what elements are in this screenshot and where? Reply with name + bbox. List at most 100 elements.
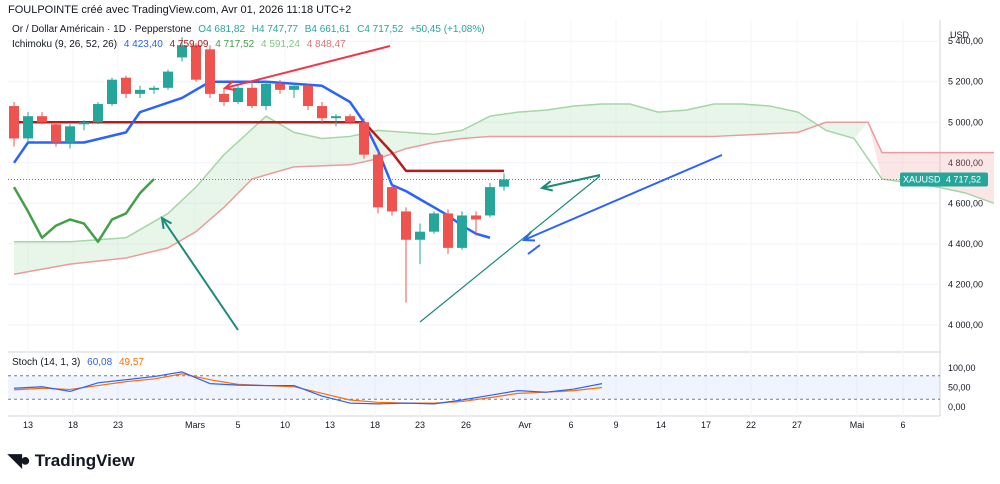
candle-body [65,126,75,143]
candle-body [191,45,201,80]
ichimoku-conversion-value: 4 423,40 [123,39,163,50]
trendline-lower [419,175,601,323]
time-tick-label: 13 [23,420,33,430]
ichimoku-span-b-line [13,121,994,275]
time-tick-label: 9 [613,420,618,430]
stoch-label: Stoch (14, 1, 3) [12,357,81,368]
candle [429,211,439,234]
candle-body [233,87,243,102]
ichimoku-label: Ichimoku (9, 26, 52, 26) [12,39,118,50]
brand-name: TradingView [34,450,135,470]
price-tick-label: 4 600,00 [948,198,983,208]
time-tick-label: 13 [325,420,335,430]
last-price-tag [900,172,988,187]
candle-body [37,116,47,123]
candle-body [149,87,159,90]
ohlc-close: C4 717,52 [357,24,404,35]
candle-body [177,45,187,58]
candle [219,87,229,107]
ichimoku-span-a-value: 4 591,24 [261,39,300,50]
candle [303,83,313,111]
price-tick-label: 5 000,00 [948,117,983,127]
price-tick-label: 4 200,00 [948,279,983,289]
candle-body [121,77,131,94]
time-tick-label: 23 [415,420,425,430]
candle-body [219,93,229,102]
stoch-d-line [13,373,603,404]
ichimoku-lagging-line [12,178,155,244]
ichimoku-cloud-bearish [868,122,994,204]
stoch-tick-label: 0,00 [948,402,966,412]
ichimoku-lagging-value: 4 717,52 [215,39,255,50]
candle [51,122,61,147]
candle-body [471,215,481,220]
stoch-k-line [13,371,603,405]
candle-body [163,71,173,88]
stoch-legend[interactable]: Stoch (14, 1, 3) 60,08 49,57 [12,357,148,368]
teal-arrow-bottom-head [160,216,173,230]
candle-body [317,106,327,119]
time-tick-label: 22 [746,420,756,430]
candle [163,69,173,90]
tradingview-logo[interactable]: ◥● TradingView [8,450,135,471]
time-tick-label: Mai [850,420,865,430]
ohlc-high: H4 747,77 [251,24,298,35]
ichimoku-legend[interactable]: Ichimoku (9, 26, 52, 26) 4 423,40 4 759,… [12,39,350,50]
candle [107,77,117,107]
price-tick-label: 4 800,00 [948,158,983,168]
candle [387,185,397,216]
price-tick-label: 5 400,00 [948,36,983,46]
candle [457,211,467,250]
candle-body [457,215,467,248]
teal-arrow-right [541,174,601,189]
symbol-legend: Or / Dollar Américain · 1D · Pepperstone… [12,24,489,35]
teal-arrow-bottom [161,217,239,331]
stoch-k-value: 60,08 [87,357,113,368]
candle-body [303,85,313,107]
candle-body [107,79,117,105]
candle [79,120,89,131]
time-tick-label: Avr [518,420,531,430]
candle-body [23,116,33,139]
time-tick-label: 18 [68,420,78,430]
candle-body [247,87,257,107]
time-tick-label: 5 [235,420,240,430]
candle-body [387,187,397,212]
candle-body [345,116,355,123]
blue-arrow-tail [527,244,541,255]
price-tick-label: 4 000,00 [948,320,983,330]
tradingview-logo-icon: ◥● [8,450,31,470]
time-tick-label: 10 [280,420,290,430]
time-tick-label: Mars [185,420,205,430]
candle [37,112,47,125]
candle-body [401,211,411,240]
candle-body [485,187,495,216]
red-arrow [224,45,391,89]
candle-body [331,116,341,119]
candle [205,45,215,98]
candle [247,81,257,109]
candle-body [373,154,383,208]
candle-body [499,179,509,187]
last-price-value: 4 717,52 [946,174,981,184]
stoch-band-fill [8,375,940,400]
candle [373,150,383,214]
time-tick-label: 27 [792,420,802,430]
time-tick-label: 14 [656,420,666,430]
ohlc-change: +50,45 (+1,08%) [410,24,485,35]
candle-body [205,49,215,94]
candle [191,43,201,82]
candle [317,101,327,123]
candle-body [275,83,285,90]
candle [275,79,285,94]
ichimoku-conversion-line [12,80,491,239]
candle-body [289,85,299,90]
ohlc-low: B4 661,61 [304,24,351,35]
candle [499,173,509,191]
candle-body [135,89,145,94]
time-tick-label: 6 [568,420,573,430]
candle [261,81,271,111]
candle [331,114,341,127]
candle-body [51,124,61,143]
